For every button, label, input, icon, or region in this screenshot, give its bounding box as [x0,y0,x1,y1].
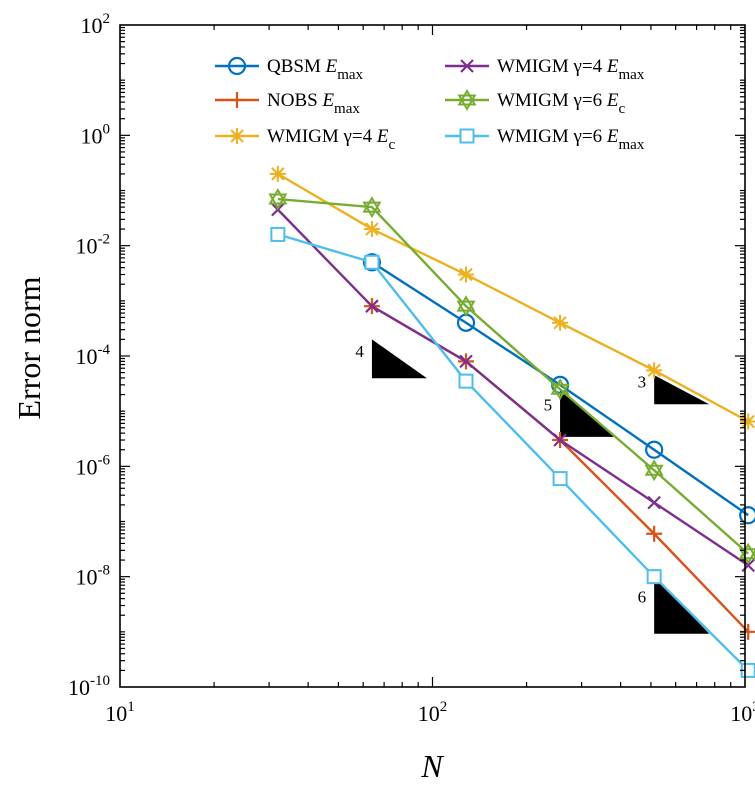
legend-item-1: NOBS Emax [215,90,360,117]
slope-label-3: 6 [638,588,647,607]
legend-marker-4 [457,94,477,112]
series-line-5 [277,233,750,672]
data-point-3-1 [365,299,379,313]
legend-item-4: WMIGM γ=6 Ec [445,88,626,117]
legend-label-3: WMIGM γ=4 Emax [497,56,645,83]
x-tick-label-0: 101 [105,699,135,726]
data-point-4-0 [268,193,288,211]
x-tick-label-2: 103 [730,699,755,726]
legend-marker-1 [229,92,245,108]
data-point-5-3 [552,471,568,487]
data-point-0-3 [645,440,664,459]
data-point-0-4 [739,506,755,525]
legend-item-0: QBSM Emax [215,56,364,83]
y-tick-label-0: 10-10 [68,673,110,700]
data-point-0-0 [362,253,382,272]
legend-label-5: WMIGM γ=6 Emax [497,126,645,153]
series-line-3 [276,208,749,567]
legend-marker-0 [227,56,247,76]
y-tick-label-6: 102 [81,11,111,38]
data-point-1-3 [646,525,663,542]
series-4 [268,188,755,565]
data-point-2-3 [552,314,569,331]
data-point-4-0 [268,188,288,205]
legend-label-1: NOBS Emax [267,90,360,117]
data-point-4-1 [362,196,382,213]
data-point-5-2 [458,373,474,389]
series-2 [269,165,755,430]
data-point-2-1 [363,221,380,238]
series-line-2 [277,172,749,423]
data-point-4-4 [644,464,664,482]
y-tick-label-2: 10-6 [76,452,111,479]
x-axis-title: N [420,748,444,784]
data-point-5-1 [364,254,380,270]
data-point-4-1 [362,201,382,219]
y-tick-label-3: 10-4 [76,342,111,369]
legend-marker-3 [460,59,474,73]
y-axis-title: Error norm [11,276,47,419]
series-5 [270,226,755,678]
data-point-2-2 [458,266,475,283]
axes: 101 102 103 10-10 10-8 10-6 10-4 10-2 100 102 [68,11,755,726]
slope-triangle-0 [371,339,427,379]
legend: QBSM Emax NOBS Emax WMIGM γ=4 Ec WMIGM γ=4 … [215,56,645,153]
slope-triangle-2 [654,375,710,405]
legend-label-2: WMIGM γ=4 Ec [267,126,396,153]
legend-label-4: WMIGM γ=6 Ec [497,90,626,117]
series-group [268,165,755,678]
data-point-4-2 [456,295,476,312]
data-point-4-3 [550,383,570,401]
legend-item-2: WMIGM γ=4 Ec [215,126,396,153]
data-point-3-3 [553,433,567,447]
legend-marker-5 [459,128,475,144]
legend-marker-2 [229,128,245,144]
data-point-5-0 [270,226,286,242]
data-point-4-2 [456,300,476,318]
slope-label-2: 3 [638,373,647,392]
y-tick-label-4: 10-2 [76,232,111,259]
x-tick-label-1: 102 [418,699,448,726]
series-line-4 [277,197,750,555]
data-point-4-3 [550,378,570,395]
legend-marker-4 [457,88,477,106]
data-point-2-5 [740,413,755,430]
data-point-2-4 [646,362,663,379]
data-point-2-0 [269,165,286,182]
data-point-3-2 [459,354,473,369]
data-point-5-4 [646,569,662,585]
legend-item-5: WMIGM γ=6 Emax [445,126,645,153]
slope-label-0: 4 [355,342,364,361]
y-tick-label-1: 10-8 [76,563,111,590]
series-3 [271,202,755,573]
y-tick-label-5: 100 [81,121,111,148]
legend-item-3: WMIGM γ=4 Emax [445,56,645,83]
slope-label-1: 5 [544,396,553,415]
data-point-4-4 [644,459,664,476]
legend-label-0: QBSM Emax [267,56,364,83]
data-point-3-4 [647,495,661,510]
